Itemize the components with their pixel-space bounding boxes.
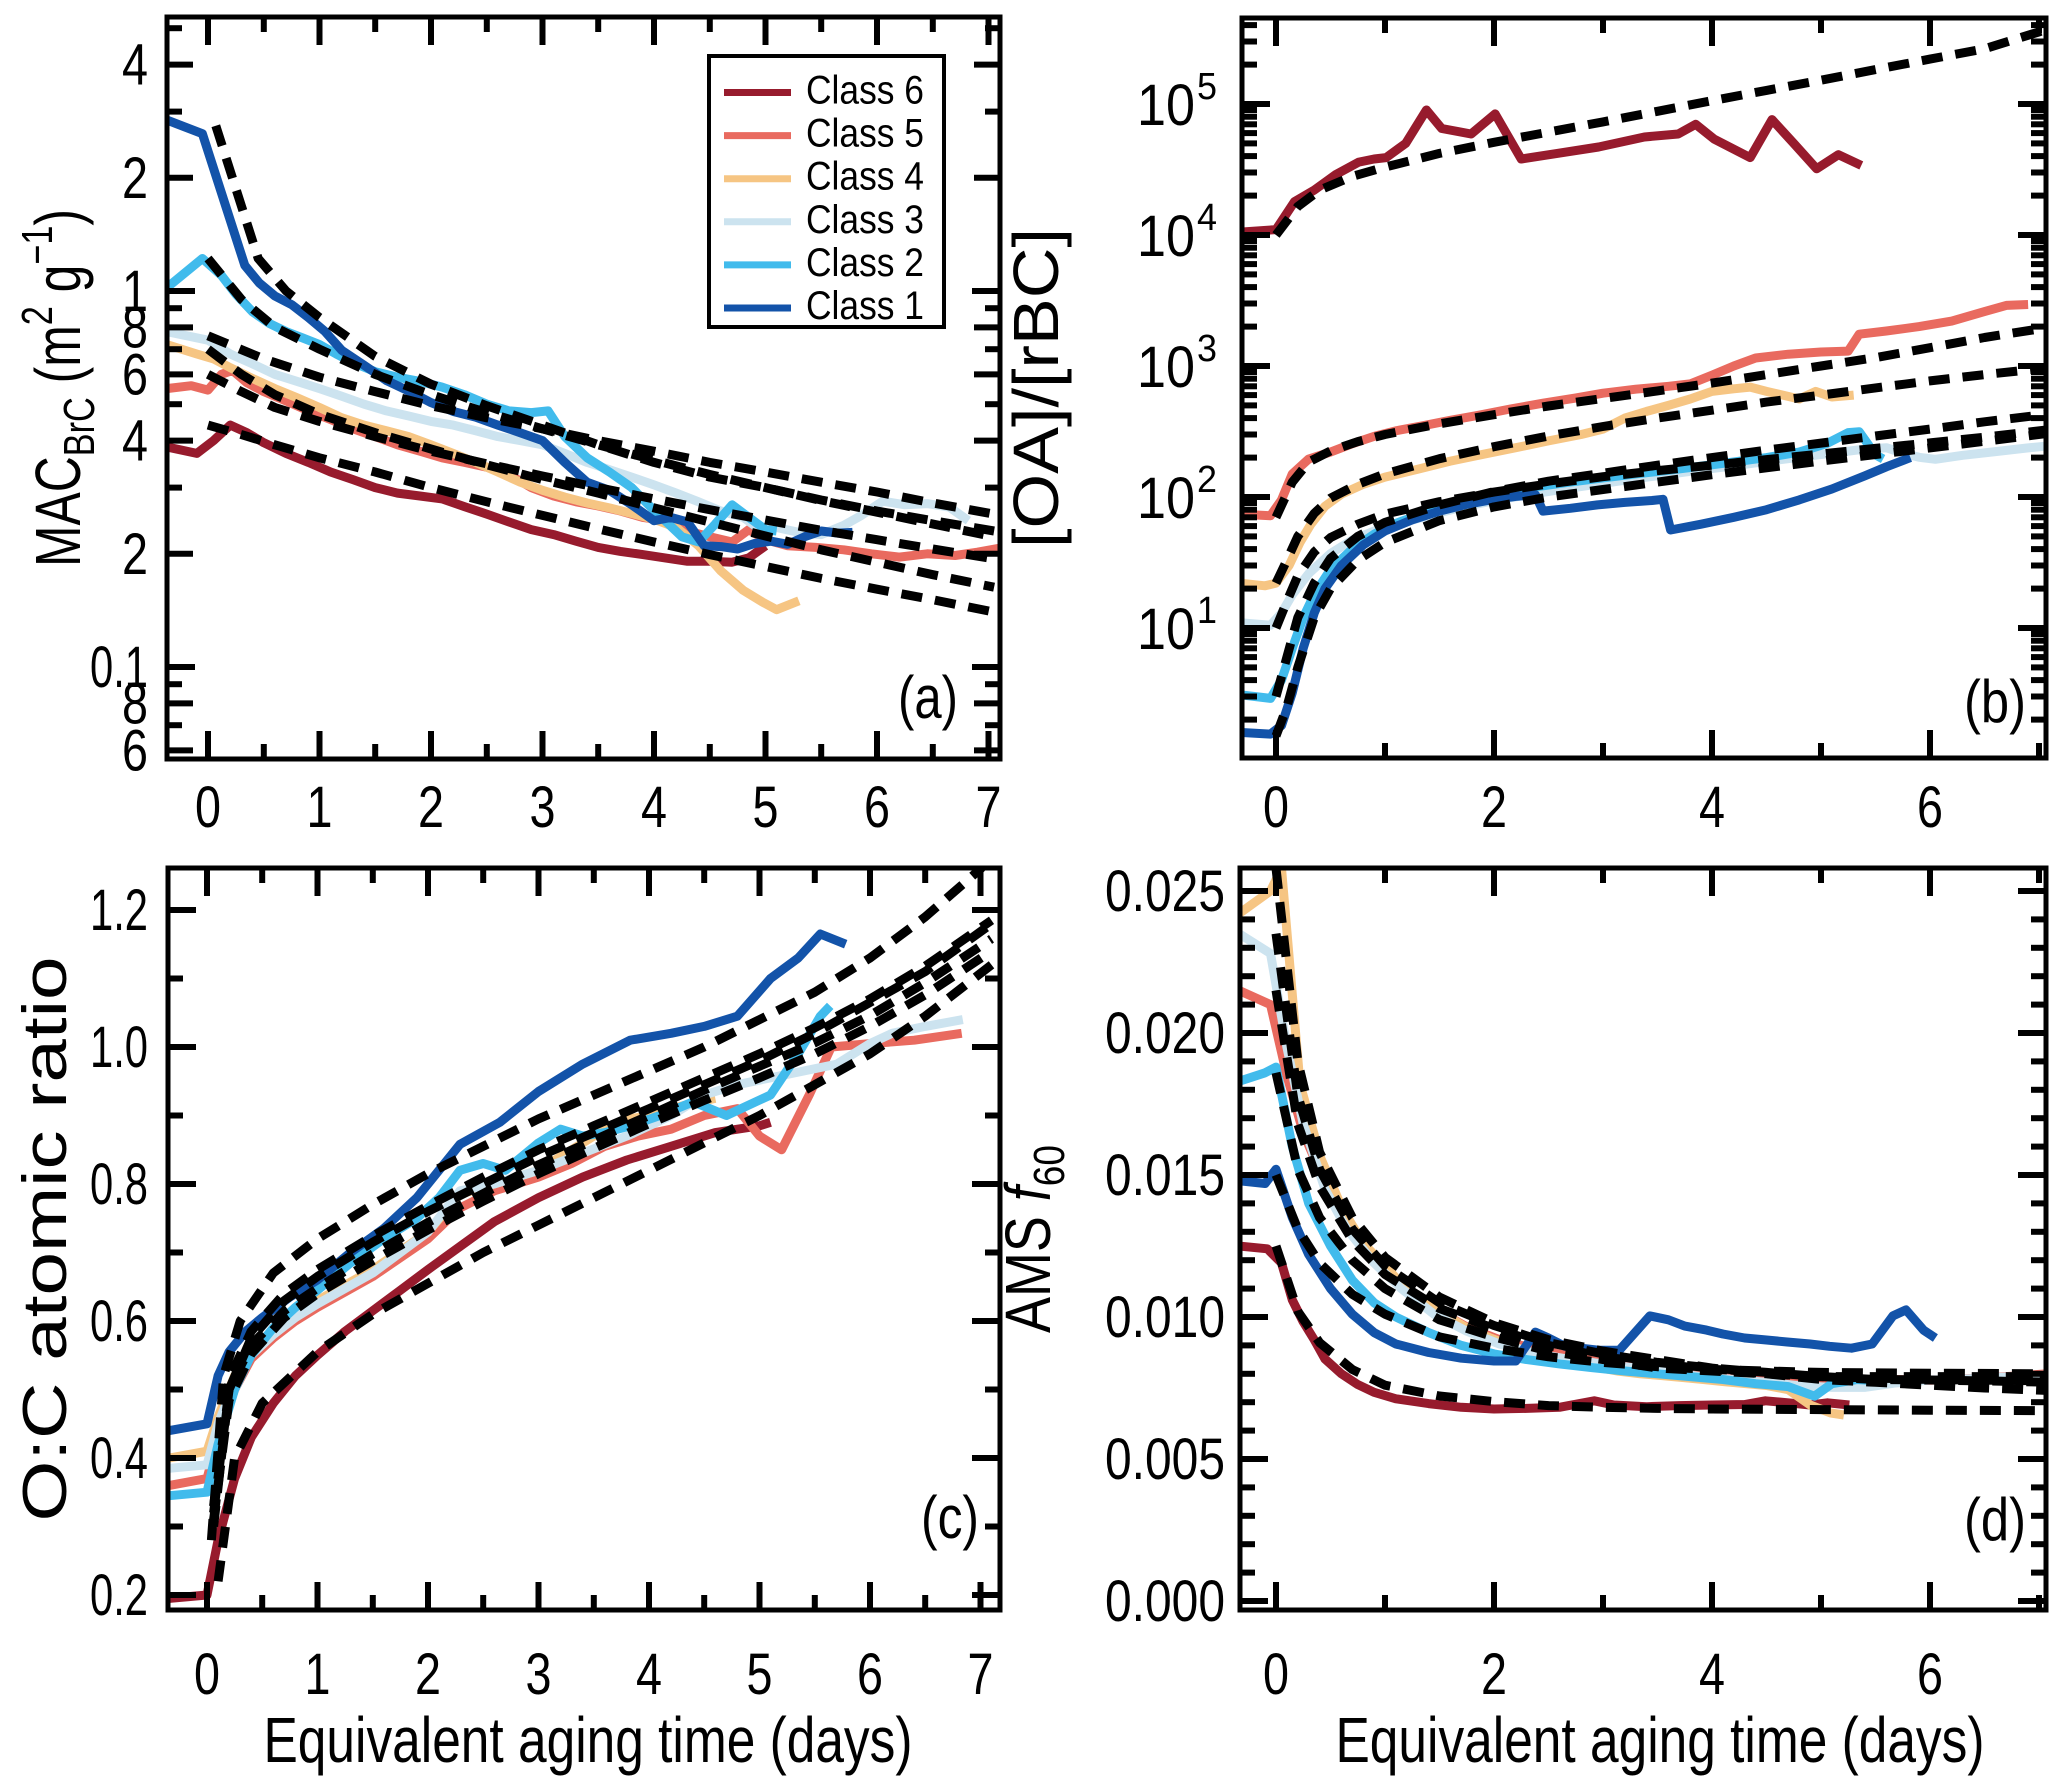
svg-text:1.0: 1.0: [90, 1015, 148, 1080]
svg-text:(b): (b): [1964, 668, 2026, 735]
svg-text:0.000: 0.000: [1105, 1569, 1225, 1634]
svg-text:0: 0: [1263, 775, 1289, 840]
svg-text:101: 101: [1137, 590, 1217, 662]
svg-text:O:C atomic ratio: O:C atomic ratio: [11, 957, 80, 1522]
svg-text:3: 3: [526, 1642, 552, 1707]
svg-text:6: 6: [122, 718, 148, 783]
svg-text:0.020: 0.020: [1105, 1001, 1225, 1066]
svg-text:(c): (c): [921, 1484, 979, 1551]
svg-text:4: 4: [1699, 1642, 1725, 1707]
svg-text:6: 6: [122, 342, 148, 407]
svg-text:0.8: 0.8: [90, 1152, 148, 1217]
svg-text:Equivalent aging time (days): Equivalent aging time (days): [1336, 1704, 1985, 1776]
svg-text:0.1: 0.1: [90, 635, 148, 700]
svg-text:1: 1: [305, 1642, 331, 1707]
svg-text:2: 2: [1481, 1642, 1507, 1707]
svg-text:1: 1: [307, 775, 333, 840]
svg-text:0.005: 0.005: [1105, 1427, 1225, 1492]
svg-text:0.015: 0.015: [1105, 1143, 1225, 1208]
svg-text:MACBrC (m2 g−1): MACBrC (m2 g−1): [13, 209, 104, 567]
svg-text:Class 6: Class 6: [806, 69, 924, 113]
svg-text:0.010: 0.010: [1105, 1285, 1225, 1350]
svg-text:2: 2: [1481, 775, 1507, 840]
svg-text:6: 6: [1917, 775, 1943, 840]
svg-text:3: 3: [530, 775, 556, 840]
svg-text:2: 2: [122, 146, 148, 211]
svg-text:4: 4: [122, 409, 148, 474]
svg-text:0.2: 0.2: [90, 1563, 148, 1628]
svg-text:7: 7: [976, 775, 1002, 840]
svg-text:8: 8: [122, 295, 148, 360]
svg-text:2: 2: [418, 775, 444, 840]
svg-text:5: 5: [747, 1642, 773, 1707]
svg-text:0: 0: [194, 1642, 220, 1707]
svg-text:0: 0: [1263, 1642, 1289, 1707]
svg-text:Class 4: Class 4: [806, 155, 924, 199]
svg-text:0: 0: [195, 775, 221, 840]
svg-text:4: 4: [122, 33, 148, 98]
svg-text:0.4: 0.4: [90, 1426, 148, 1491]
svg-text:Equivalent aging time (days): Equivalent aging time (days): [264, 1704, 913, 1776]
svg-text:Class 5: Class 5: [806, 112, 924, 156]
svg-text:(d): (d): [1964, 1486, 2026, 1553]
svg-text:0.6: 0.6: [90, 1289, 148, 1354]
svg-text:102: 102: [1137, 459, 1217, 531]
svg-text:4: 4: [636, 1642, 662, 1707]
svg-text:7: 7: [968, 1642, 994, 1707]
svg-text:6: 6: [864, 775, 890, 840]
svg-text:105: 105: [1137, 66, 1217, 138]
svg-text:1: 1: [122, 259, 148, 324]
svg-text:4: 4: [1699, 775, 1725, 840]
svg-text:(a): (a): [898, 664, 958, 731]
svg-text:103: 103: [1137, 328, 1217, 400]
svg-text:2: 2: [122, 522, 148, 587]
svg-text:Class 3: Class 3: [806, 198, 924, 242]
svg-text:2: 2: [415, 1642, 441, 1707]
svg-text:8: 8: [122, 671, 148, 736]
svg-text:4: 4: [641, 775, 667, 840]
svg-text:6: 6: [1917, 1642, 1943, 1707]
svg-text:1.2: 1.2: [90, 878, 148, 943]
svg-text:104: 104: [1137, 197, 1217, 269]
svg-text:Class 2: Class 2: [806, 241, 924, 285]
svg-text:Class 1: Class 1: [806, 284, 924, 328]
svg-text:0.025: 0.025: [1105, 859, 1225, 924]
svg-text:6: 6: [857, 1642, 883, 1707]
svg-text:AMS f60: AMS f60: [992, 1145, 1074, 1333]
svg-text:5: 5: [753, 775, 779, 840]
svg-text:[OA]/[rBC]: [OA]/[rBC]: [1000, 228, 1072, 548]
